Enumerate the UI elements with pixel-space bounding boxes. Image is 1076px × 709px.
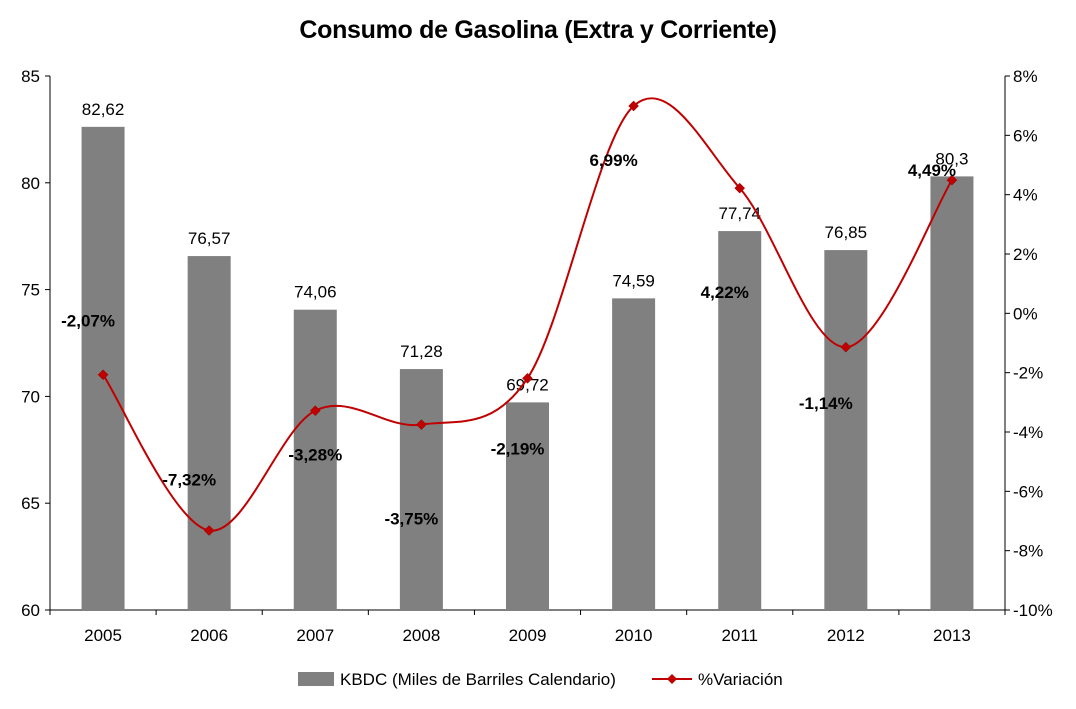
variation-line: [97, 97, 958, 536]
variation-labels: -2,07% -7,32% -3,28% -3,75% -2,19% 6,99% 4,22%…: [61, 151, 956, 529]
bar: [293, 309, 337, 610]
x-tick-label: 2011: [721, 626, 758, 645]
variation-value-label: -7,32%: [162, 470, 216, 489]
variation-marker: [946, 174, 958, 186]
y-left-tick-label: 60: [21, 601, 40, 620]
bar-value-label: 69,72: [506, 375, 549, 394]
legend-bar-swatch: [298, 672, 334, 686]
bar: [187, 256, 231, 610]
y-left-tick-label: 80: [21, 174, 40, 193]
y-right-tick-label: -8%: [1013, 542, 1043, 561]
y-left-tick-label: 85: [21, 67, 40, 86]
bar-value-label: 82,62: [82, 100, 125, 119]
bar-value-label: 74,06: [294, 283, 337, 302]
bar: [824, 250, 868, 611]
y-right-tick-label: 2%: [1013, 245, 1038, 264]
x-tick-label: 2008: [402, 626, 440, 645]
x-tick-label: 2005: [84, 626, 122, 645]
variation-value-label: 4,49%: [908, 161, 956, 180]
bar-value-label: 71,28: [400, 342, 443, 361]
variation-line-path: [102, 97, 953, 532]
bars: [81, 126, 974, 611]
y-left-tick-label: 75: [21, 281, 40, 300]
bar: [718, 231, 762, 610]
variation-value-label: 6,99%: [590, 151, 638, 170]
y-right-tick-label: 8%: [1013, 67, 1038, 86]
y-right-tick-label: 0%: [1013, 304, 1038, 323]
variation-value-label: -3,28%: [288, 446, 342, 465]
x-tick-label: 2007: [296, 626, 334, 645]
y-right-tick-label: 6%: [1013, 126, 1038, 145]
variation-marker: [203, 525, 215, 536]
x-tick-label: 2009: [509, 626, 547, 645]
y-left-tick-label: 70: [21, 387, 40, 406]
legend-bar-label: KBDC (Miles de Barriles Calendario): [340, 670, 616, 689]
chart-title: Consumo de Gasolina (Extra y Corriente): [299, 16, 777, 44]
bar-value-label: 76,85: [825, 223, 868, 242]
variation-value-label: -2,19%: [491, 439, 545, 458]
legend: KBDC (Miles de Barriles Calendario) %Vari…: [298, 670, 783, 689]
x-tick-label: 2006: [190, 626, 228, 645]
variation-value-label: 4,22%: [701, 283, 749, 302]
bar: [612, 298, 656, 610]
variation-marker: [628, 100, 639, 112]
variation-marker: [734, 182, 746, 194]
variation-marker: [309, 405, 321, 416]
legend-line-marker: [667, 674, 677, 684]
variation-value-label: -2,07%: [61, 312, 115, 331]
x-tick-label: 2010: [615, 626, 653, 645]
bar: [930, 176, 974, 610]
bar-labels: 82,62 76,57 74,06 71,28 69,72 74,59 77,74 76,85…: [82, 100, 969, 395]
variation-marker: [522, 372, 533, 384]
y-right-tick-label: -6%: [1013, 482, 1043, 501]
variation-marker: [416, 419, 427, 430]
y-right-tick-label: -4%: [1013, 423, 1043, 442]
bar-value-label: 80,3: [935, 149, 968, 168]
bar-value-label: 74,59: [612, 271, 655, 290]
variation-value-label: -3,75%: [384, 510, 438, 529]
y-right-tick-label: -2%: [1013, 364, 1043, 383]
bar: [506, 402, 549, 610]
bar: [399, 369, 443, 610]
y-right-tick-label: 4%: [1013, 186, 1038, 205]
x-tick-label: 2013: [933, 626, 971, 645]
variation-marker: [840, 341, 852, 353]
y-left-tick-label: 65: [21, 494, 40, 513]
variation-marker: [97, 369, 109, 381]
bar: [81, 126, 125, 611]
y-right-tick-label: -10%: [1013, 601, 1053, 620]
x-tick-label: 2012: [827, 626, 865, 645]
bar-value-label: 77,74: [718, 204, 761, 223]
legend-line-label: %Variación: [698, 670, 783, 689]
bar-value-label: 76,57: [188, 229, 231, 248]
variation-value-label: -1,14%: [799, 394, 853, 413]
